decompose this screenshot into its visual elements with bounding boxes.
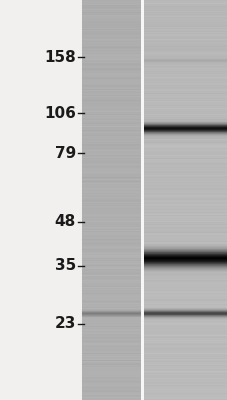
Text: 79: 79: [54, 146, 76, 160]
Text: 35: 35: [54, 258, 76, 274]
Text: 48: 48: [54, 214, 76, 230]
Text: 23: 23: [54, 316, 76, 332]
Text: 158: 158: [44, 50, 76, 64]
Text: 106: 106: [44, 106, 76, 120]
